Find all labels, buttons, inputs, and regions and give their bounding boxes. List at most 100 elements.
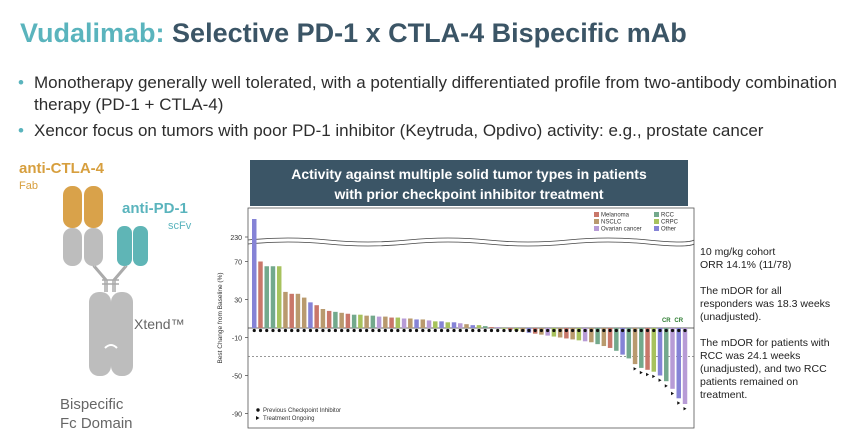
annotation-orr: 10 mg/kg cohort ORR 14.1% (11/78) bbox=[700, 246, 840, 272]
ongoing-marker bbox=[658, 378, 662, 382]
bar bbox=[601, 328, 607, 347]
prior-cpi-marker bbox=[502, 328, 506, 333]
bar bbox=[270, 266, 276, 328]
title-prefix: Vudalimab: bbox=[20, 18, 165, 48]
pd1-scfv-left bbox=[117, 226, 132, 266]
bar bbox=[370, 315, 376, 328]
prior-cpi-marker bbox=[558, 328, 562, 333]
prior-cpi-marker bbox=[477, 328, 481, 333]
prior-cpi-marker bbox=[483, 328, 487, 333]
prior-cpi-marker bbox=[308, 328, 313, 333]
bar bbox=[551, 328, 557, 337]
legend-swatch bbox=[594, 219, 599, 224]
bar bbox=[632, 328, 638, 365]
y-tick-label: 230 bbox=[230, 235, 242, 242]
legend-label: CRPC bbox=[661, 220, 679, 226]
bar bbox=[639, 328, 644, 368]
annotation-mdor-all: The mDOR for all responders was 18.3 wee… bbox=[700, 285, 840, 324]
prior-cpi-marker bbox=[315, 328, 319, 333]
prior-cpi-marker bbox=[514, 328, 519, 333]
legend-swatch bbox=[654, 226, 659, 231]
bar bbox=[482, 326, 488, 328]
bar bbox=[557, 328, 563, 338]
prior-cpi-marker bbox=[577, 328, 581, 333]
anti-pd1-label: anti-PD-1 bbox=[122, 200, 188, 217]
page-title: Vudalimab: Selective PD-1 x CTLA-4 Bispe… bbox=[20, 18, 687, 49]
legend-label: Ovarian cancer bbox=[601, 227, 642, 233]
bar bbox=[657, 328, 663, 376]
bar bbox=[682, 328, 688, 404]
bar bbox=[458, 323, 463, 328]
prior-cpi-marker bbox=[414, 328, 419, 333]
bar bbox=[564, 328, 569, 339]
bar bbox=[408, 318, 413, 328]
bispecific-antibody-diagram bbox=[63, 186, 148, 376]
chart-banner: Activity against multiple solid tumor ty… bbox=[250, 160, 688, 206]
prior-cpi-marker bbox=[452, 328, 456, 333]
ctla-fab-right bbox=[84, 186, 103, 228]
ongoing-marker bbox=[664, 384, 668, 388]
bar bbox=[476, 325, 482, 328]
prior-cpi-marker bbox=[627, 328, 631, 333]
bispecific-label: Bispecific bbox=[60, 396, 124, 413]
fab-light-right bbox=[84, 228, 103, 266]
prior-cpi-marker bbox=[658, 328, 662, 333]
bar bbox=[645, 328, 650, 370]
prior-cpi-marker bbox=[489, 328, 494, 333]
prior-cpi-marker bbox=[583, 328, 587, 333]
bar bbox=[445, 322, 451, 328]
y-tick-label: -10 bbox=[232, 336, 242, 343]
legend-label: Melanoma bbox=[601, 213, 630, 219]
prior-cpi-marker bbox=[427, 328, 431, 333]
prior-cpi-marker bbox=[340, 328, 344, 333]
prior-cpi-marker bbox=[283, 328, 288, 333]
annotation-line: treatment. bbox=[700, 389, 748, 401]
ongoing-marker bbox=[652, 374, 656, 379]
legend-swatch bbox=[654, 219, 659, 224]
bar bbox=[489, 327, 494, 328]
prior-cpi-marker bbox=[589, 328, 593, 333]
bullet-list: • Monotherapy generally well tolerated, w… bbox=[18, 72, 838, 146]
prior-cpi-marker bbox=[508, 328, 512, 333]
annotation-line: RCC was 24.1 weeks bbox=[700, 350, 801, 362]
footnote-dot-icon bbox=[256, 408, 260, 412]
ongoing-marker bbox=[639, 370, 643, 375]
prior-cpi-marker bbox=[677, 328, 681, 333]
bar bbox=[433, 321, 438, 328]
prior-cpi-marker bbox=[639, 328, 643, 333]
bar bbox=[283, 291, 288, 328]
fab-light-left bbox=[63, 228, 82, 266]
bullet-item: • Monotherapy generally well tolerated, w… bbox=[18, 72, 838, 116]
xtend-label: Xtend™ bbox=[134, 316, 185, 332]
legend-swatch bbox=[594, 212, 599, 217]
prior-cpi-marker bbox=[521, 328, 525, 333]
axis-break-line bbox=[247, 241, 695, 247]
annotation-line: The mDOR for patients with bbox=[700, 337, 830, 349]
prior-cpi-marker bbox=[265, 328, 269, 333]
annotation-line: patients remained on bbox=[700, 376, 799, 388]
bar bbox=[582, 328, 588, 342]
prior-cpi-marker bbox=[271, 328, 275, 333]
prior-cpi-marker bbox=[471, 328, 475, 333]
bar bbox=[420, 319, 426, 328]
ongoing-marker bbox=[646, 372, 650, 377]
prior-cpi-marker bbox=[496, 328, 500, 333]
bar bbox=[451, 322, 457, 328]
bullet-text: Monotherapy generally well tolerated, wi… bbox=[34, 73, 837, 114]
prior-cpi-marker bbox=[383, 328, 387, 333]
footnote-arrow-icon bbox=[256, 416, 260, 420]
fc-domain-left bbox=[89, 292, 111, 376]
y-axis-label: Best Change from Baseline (%) bbox=[217, 272, 224, 363]
bullet-text: Xencor focus on tumors with poor PD-1 in… bbox=[34, 121, 764, 140]
bar bbox=[339, 312, 344, 328]
prior-cpi-marker bbox=[464, 328, 469, 333]
footnote-previous-cpi: Previous Checkpoint Inhibitor bbox=[263, 408, 341, 414]
prior-cpi-marker bbox=[352, 328, 356, 333]
annotation-mdor-rcc: The mDOR for patients with RCC was 24.1 … bbox=[700, 337, 840, 402]
bar bbox=[570, 328, 575, 340]
prior-cpi-marker bbox=[596, 328, 600, 333]
legend-label: Other bbox=[661, 227, 676, 233]
title-rest: Selective PD-1 x CTLA-4 Bispecific mAb bbox=[172, 18, 687, 48]
annotation-line: responders was 18.3 weeks bbox=[700, 298, 831, 310]
bar bbox=[345, 313, 351, 328]
